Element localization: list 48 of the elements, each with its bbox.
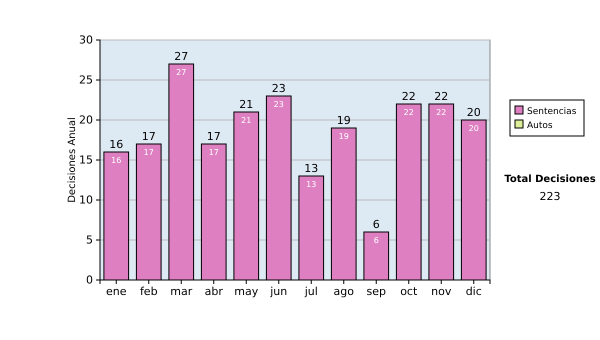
y-tick-label: 20 (79, 114, 93, 127)
total-label: 22 (402, 90, 416, 103)
total-label: 21 (239, 98, 254, 111)
x-tick-label: feb (140, 284, 158, 298)
data-label: 21 (241, 116, 252, 125)
y-tick-label: 0 (86, 274, 93, 287)
x-tick-label: abr (204, 284, 224, 298)
data-label: 27 (176, 68, 186, 77)
data-label: 23 (274, 100, 284, 109)
total-label: 16 (109, 138, 124, 151)
total-label: 27 (174, 50, 188, 63)
total-label: 13 (304, 162, 318, 175)
total-label: 23 (272, 82, 286, 95)
total-label: 17 (142, 130, 156, 143)
x-tick-label: ago (334, 284, 354, 298)
text: Total Decisiones (504, 174, 596, 185)
x-tick-label: may (234, 284, 259, 298)
legend-label: Sentencias (527, 107, 577, 117)
y-tick-label: 10 (79, 194, 93, 207)
data-label: 13 (306, 180, 316, 189)
legend-label: Autos (527, 121, 553, 131)
total-label: 6 (372, 218, 380, 231)
total-label: 17 (206, 130, 221, 143)
data-label: 17 (144, 148, 154, 157)
data-label: 19 (338, 132, 349, 141)
total-label: 20 (466, 106, 481, 119)
data-label: 6 (374, 236, 379, 245)
total-label: 22 (434, 90, 448, 103)
text: 223 (540, 190, 560, 203)
y-tick-label: 30 (79, 34, 93, 47)
x-tick-label: mar (170, 284, 193, 298)
y-tick-label: 25 (79, 74, 93, 87)
x-tick-label: jul (304, 284, 318, 298)
y-axis-title: Decisiones Anual (67, 117, 78, 203)
x-tick-label: ene (106, 284, 127, 298)
data-label: 16 (111, 156, 122, 165)
x-tick-label: dic (466, 284, 482, 298)
data-label: 20 (468, 124, 479, 133)
y-tick-label: 15 (79, 154, 93, 167)
x-tick-label: nov (431, 284, 452, 298)
total-label: 19 (336, 114, 351, 127)
data-label: 22 (436, 108, 446, 117)
y-tick-label: 5 (86, 234, 93, 247)
x-tick-label: sep (366, 284, 386, 298)
data-label: 22 (404, 108, 414, 117)
x-tick-label: oct (400, 284, 418, 298)
data-label: 17 (208, 148, 219, 157)
x-tick-label: jun (269, 284, 288, 298)
